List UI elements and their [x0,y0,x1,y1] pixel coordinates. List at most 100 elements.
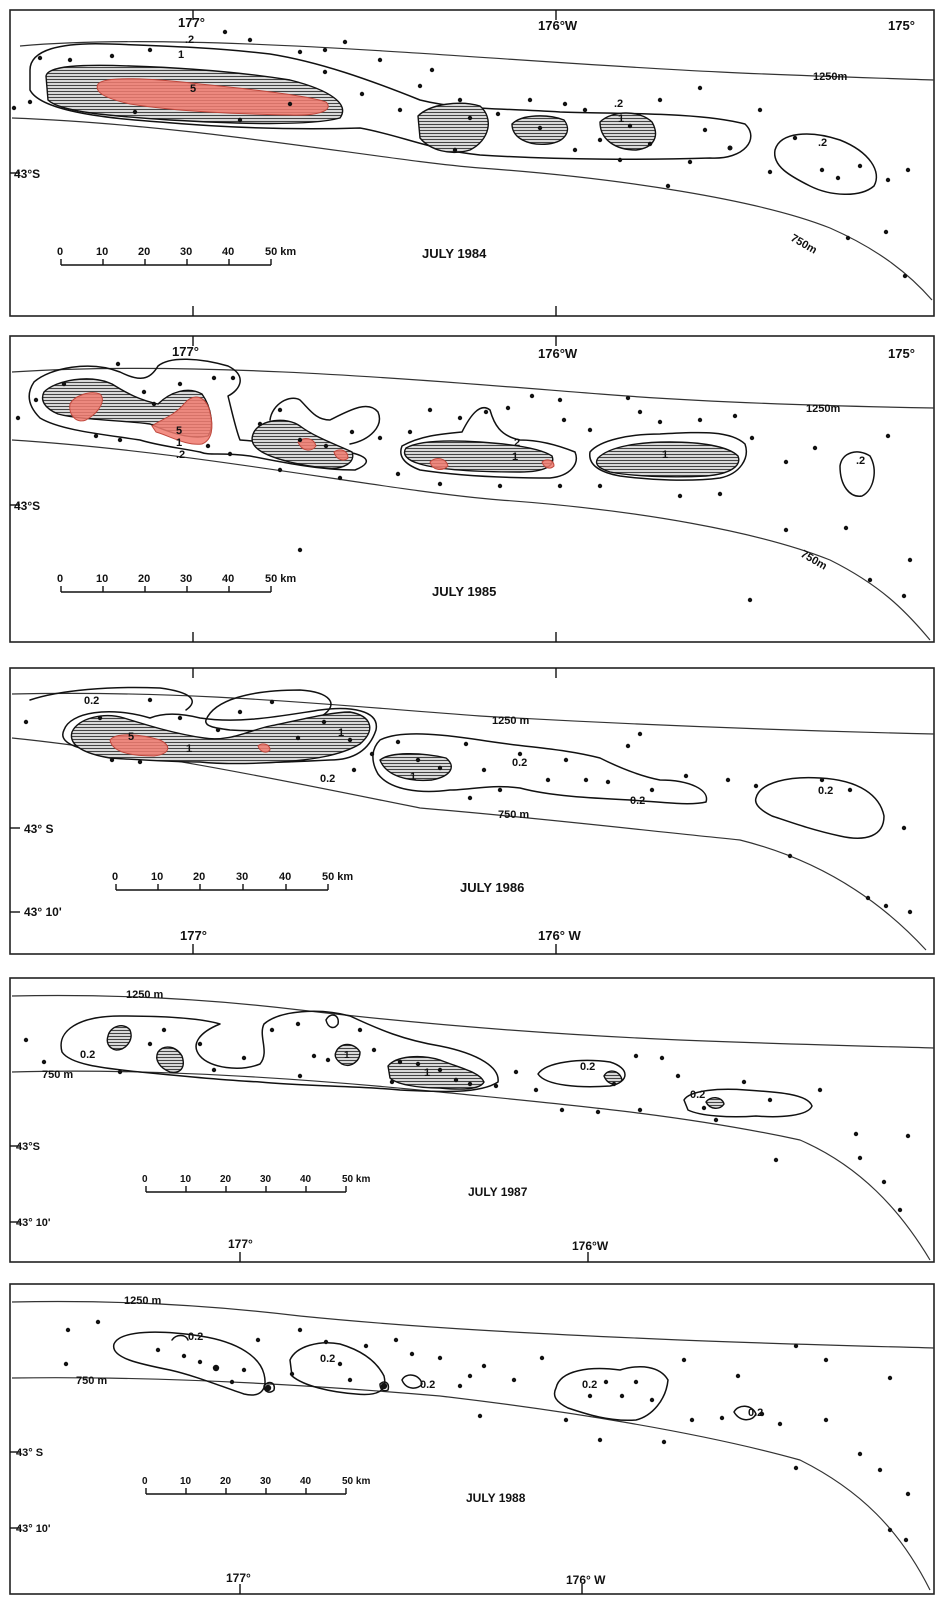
scale-bar: 0 10 20 30 40 50 km [112,871,353,891]
density-5-area [297,438,317,451]
isobath-750 [11,117,933,301]
scale-tick-label: 0 [142,1174,148,1185]
contour-label: 1 [176,437,182,449]
contour-0.2 [289,1342,386,1396]
density-1-area [334,1043,361,1066]
scale-tick-label: 40 [279,871,291,883]
contour-0.2 [372,733,708,805]
panel-1988: 177° 176° W 43° S 43° 10' 1250 m 750 m 0… [9,1283,935,1595]
panel-1984: 177° 176°W 175° 43°S 1250m 750m .2 1 5 .… [9,9,935,317]
scale-tick-label: 10 [180,1476,192,1487]
density-1-area [106,1025,132,1051]
density-1-area [603,1070,623,1085]
contour-0.2 [754,776,885,839]
panel-frame [9,977,935,1263]
scale-tick-label: 50 km [265,573,296,585]
contour-0.2 [733,1405,757,1421]
scale-tick-label: 20 [193,871,205,883]
density-5-area [257,743,271,753]
contour-label: 5 [128,731,134,743]
isobath-750 [11,1377,931,1591]
lon-label: 177° [226,1571,251,1585]
panel-title: JULY 1987 [468,1185,528,1199]
contour-label: 1 [662,449,668,461]
station-dots [11,29,911,279]
scale-tick-label: 30 [260,1174,272,1185]
contour-label: 5 [190,83,196,95]
contour-0.2 [325,1014,339,1029]
contour-label: 1 [186,743,192,755]
panel-title: JULY 1986 [460,880,524,895]
lon-label: 177° [180,928,207,943]
isobath-750 [11,439,931,641]
contour-0.2 [774,133,878,195]
scale-tick-label: 50 km [322,871,353,883]
contour-label: 5 [176,425,182,437]
scale-tick-label: 10 [151,871,163,883]
lon-label: 175° [888,18,915,33]
isobath-1250 [19,41,935,81]
density-5-area [333,449,349,461]
density-5-area [541,459,555,469]
panel-frame [9,667,935,955]
density-1-area [705,1097,725,1109]
scale-tick-label: 40 [222,246,234,258]
panel-title: JULY 1984 [422,246,487,261]
contour-label: 1 [178,49,184,61]
contour-0.2 [400,407,577,479]
contour-label: 0.2 [748,1407,763,1419]
station-dots [15,361,913,603]
contour-0.2 [379,1381,390,1392]
lat-label: 43°S [14,167,40,181]
contour-label: 0.2 [420,1379,435,1391]
scale-tick-label: 0 [142,1476,148,1487]
panel-frame [9,9,935,317]
contour-label: 1 [512,451,518,463]
panel-1985: 177° 176°W 175° 43°S 1250m 750m 5 1 .2 2… [9,335,935,643]
lon-label: 176°W [538,18,578,33]
depth-label: 1250 m [492,715,530,727]
scale-tick-label: 0 [57,246,63,258]
contour-0.2 [269,397,381,445]
scale-bar: 0 10 20 30 40 50 km [142,1476,370,1495]
contour-label: 0.2 [512,757,527,769]
contour-label: 1 [424,1067,430,1079]
density-1-area [417,102,489,154]
lat-label: 43° 10' [24,905,62,919]
density-1-area [595,441,740,478]
contour-0.2 [839,451,875,497]
scale-tick-label: 0 [112,871,118,883]
contour-0.2 [29,42,752,160]
contour-label: .2 [614,98,623,110]
isobath-1250 [11,1300,935,1349]
depth-label: 1250 m [124,1295,162,1307]
depth-label: 1250 m [126,989,164,1001]
depth-label: 1250m [813,71,847,83]
isobath-1250 [11,367,935,409]
contour-0.2 [29,686,193,711]
density-1-area [387,1055,485,1090]
lat-label: 43° S [16,1447,43,1459]
scale-bar: 0 10 20 30 40 50 km [57,246,296,266]
depth-label: 750m [789,232,820,257]
panel-title: JULY 1988 [466,1491,526,1505]
lon-label: 175° [888,346,915,361]
contour-label: 1 [410,771,416,783]
scale-tick-label: 20 [138,246,150,258]
scale-tick-label: 50 km [342,1174,370,1185]
lat-label: 43°S [14,499,40,513]
isobath-750 [11,737,927,951]
scale-tick-label: 0 [57,573,63,585]
contour-label: 1 [338,727,344,739]
contour-label: 1 [344,1050,350,1061]
scale-tick-label: 50 km [265,246,296,258]
density-1-area [156,1046,184,1074]
contour-0.2 [263,1381,276,1393]
depth-label: 750 m [42,1069,73,1081]
lon-label: 176° W [538,928,582,943]
density-1-area [403,440,554,473]
scale-tick-label: 40 [300,1174,312,1185]
panel-frame [9,335,935,643]
contour-0.2 [171,1334,189,1341]
scale-tick-label: 10 [96,246,108,258]
